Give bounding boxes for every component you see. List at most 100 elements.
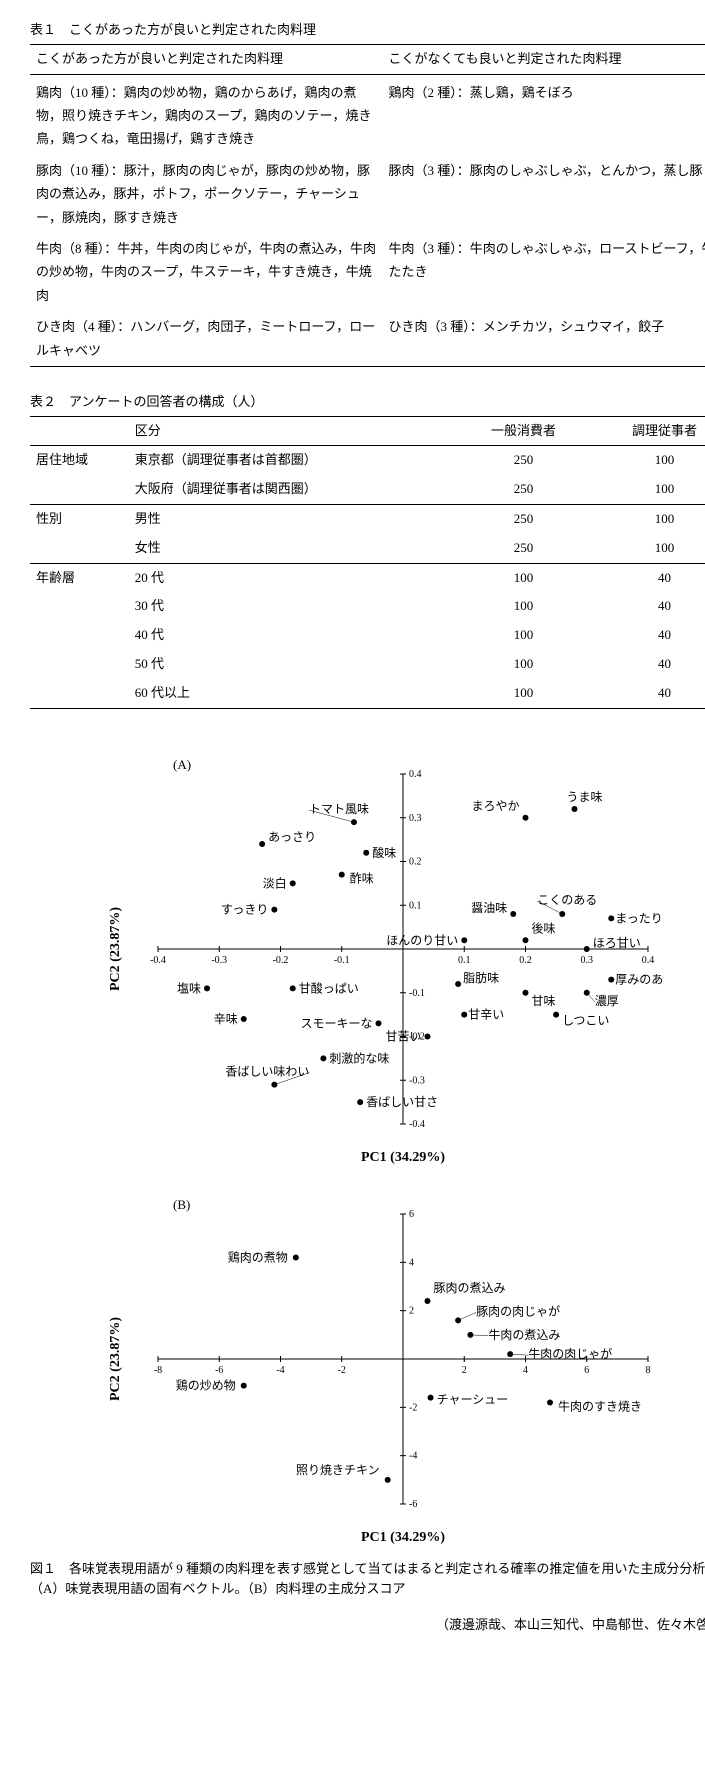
table2-c1: 100 bbox=[453, 621, 594, 650]
table1-header-left: こくがあった方が良いと判定された肉料理 bbox=[30, 44, 383, 74]
table2-section bbox=[30, 534, 129, 563]
table2-c2: 40 bbox=[594, 621, 705, 650]
table2-c1: 100 bbox=[453, 563, 594, 592]
svg-text:こくのある: こくのある bbox=[537, 893, 597, 907]
svg-text:照り焼きチキン: 照り焼きチキン bbox=[296, 1462, 380, 1476]
table2-c1: 250 bbox=[453, 505, 594, 534]
svg-text:ほんのり甘い: ほんのり甘い bbox=[386, 933, 458, 947]
svg-text:鶏肉の煮物: 鶏肉の煮物 bbox=[227, 1250, 287, 1264]
table1: こくがあった方が良いと判定された肉料理 こくがなくても良いと判定された肉料理 鶏… bbox=[30, 44, 705, 367]
svg-text:トマト風味: トマト風味 bbox=[309, 802, 369, 816]
svg-text:ほろ甘い: ほろ甘い bbox=[592, 936, 640, 950]
authors-line: （渡邊源哉、本山三知代、中島郁世、佐々木啓介） bbox=[30, 1615, 705, 1636]
table2-sub: 40 代 bbox=[129, 621, 453, 650]
svg-text:辛味: 辛味 bbox=[213, 1012, 237, 1026]
svg-text:(B): (B) bbox=[173, 1197, 190, 1212]
table2-section bbox=[30, 475, 129, 504]
svg-text:-6: -6 bbox=[215, 1365, 223, 1376]
svg-text:まったり: まったり bbox=[615, 911, 663, 925]
svg-text:塩味: 塩味 bbox=[176, 980, 200, 995]
table1-right-cell: 豚肉（3 種）：豚肉のしゃぶしゃぶ，とんかつ，蒸し豚 bbox=[383, 155, 705, 233]
table2-sub: 30 代 bbox=[129, 592, 453, 621]
svg-text:後味: 後味 bbox=[531, 921, 555, 935]
svg-text:香ばしい甘さ: 香ばしい甘さ bbox=[366, 1095, 438, 1109]
svg-text:6: 6 bbox=[584, 1365, 589, 1376]
svg-text:0.4: 0.4 bbox=[641, 955, 654, 966]
svg-text:甘酸っぱい: 甘酸っぱい bbox=[298, 980, 358, 995]
scatter-chart-a: -0.4-0.3-0.2-0.10.10.20.30.4-0.4-0.3-0.2… bbox=[103, 749, 663, 1169]
svg-text:0.3: 0.3 bbox=[409, 812, 422, 823]
table2-section bbox=[30, 650, 129, 679]
svg-text:-0.4: -0.4 bbox=[409, 1119, 425, 1130]
svg-text:牛肉の煮込み: 牛肉の煮込み bbox=[488, 1326, 560, 1341]
svg-text:甘苦い: 甘苦い bbox=[385, 1029, 421, 1043]
svg-text:スモーキーな: スモーキーな bbox=[300, 1016, 372, 1030]
svg-text:(A): (A) bbox=[173, 757, 191, 772]
svg-text:醤油味: 醤油味 bbox=[471, 900, 507, 915]
table2-sub: 男性 bbox=[129, 505, 453, 534]
svg-text:チャーシュー: チャーシュー bbox=[436, 1392, 508, 1406]
table2-section bbox=[30, 592, 129, 621]
svg-text:酸味: 酸味 bbox=[372, 844, 396, 859]
svg-text:しつこい: しつこい bbox=[562, 1013, 609, 1027]
svg-text:PC2 (23.87%): PC2 (23.87%) bbox=[108, 1316, 123, 1400]
table2: 区分 一般消費者 調理従事者 居住地域東京都（調理従事者は首都圏）250100大… bbox=[30, 416, 705, 709]
svg-text:2: 2 bbox=[409, 1305, 414, 1316]
svg-text:-4: -4 bbox=[276, 1365, 284, 1376]
svg-text:すっきり: すっきり bbox=[220, 902, 268, 916]
table2-c2: 40 bbox=[594, 563, 705, 592]
svg-text:4: 4 bbox=[409, 1257, 414, 1268]
table2-c2: 100 bbox=[594, 446, 705, 475]
svg-text:あっさり: あっさり bbox=[268, 830, 316, 844]
svg-text:-8: -8 bbox=[153, 1365, 161, 1376]
svg-text:0.2: 0.2 bbox=[409, 856, 422, 867]
svg-text:-6: -6 bbox=[409, 1499, 417, 1510]
table2-h2: 一般消費者 bbox=[453, 416, 594, 446]
table2-sub: 大阪府（調理従事者は関西圏） bbox=[129, 475, 453, 504]
table2-c1: 250 bbox=[453, 446, 594, 475]
svg-text:0.2: 0.2 bbox=[519, 955, 532, 966]
svg-text:PC1 (34.29%): PC1 (34.29%) bbox=[361, 1530, 445, 1545]
svg-text:牛肉の肉じゃが: 牛肉の肉じゃが bbox=[528, 1346, 612, 1361]
svg-text:豚肉の肉じゃが: 豚肉の肉じゃが bbox=[476, 1303, 560, 1318]
table2-section: 年齢層 bbox=[30, 563, 129, 592]
svg-text:-2: -2 bbox=[337, 1365, 345, 1376]
svg-text:-0.1: -0.1 bbox=[409, 987, 425, 998]
table2-section: 性別 bbox=[30, 505, 129, 534]
svg-text:-0.1: -0.1 bbox=[333, 955, 349, 966]
svg-text:-4: -4 bbox=[409, 1450, 417, 1461]
table2-h0 bbox=[30, 416, 129, 446]
svg-text:脂肪味: 脂肪味 bbox=[463, 970, 499, 985]
scatter-chart-b: -8-6-4-22468-6-4-2246(B)PC1 (34.29%)PC2 … bbox=[103, 1189, 663, 1549]
table2-section bbox=[30, 621, 129, 650]
table2-c2: 100 bbox=[594, 505, 705, 534]
svg-text:0.3: 0.3 bbox=[580, 955, 593, 966]
table2-sub: 女性 bbox=[129, 534, 453, 563]
svg-text:-0.3: -0.3 bbox=[409, 1075, 425, 1086]
svg-text:PC1 (34.29%): PC1 (34.29%) bbox=[361, 1150, 445, 1165]
svg-text:-0.4: -0.4 bbox=[150, 955, 166, 966]
table2-c2: 100 bbox=[594, 534, 705, 563]
table1-caption: 表１ こくがあった方が良いと判定された肉料理 bbox=[30, 20, 705, 41]
table2-c2: 40 bbox=[594, 592, 705, 621]
svg-text:甘味: 甘味 bbox=[531, 993, 555, 1007]
svg-text:8: 8 bbox=[645, 1365, 650, 1376]
svg-text:淡白: 淡白 bbox=[262, 875, 286, 890]
svg-text:-0.3: -0.3 bbox=[211, 955, 227, 966]
svg-text:うま味: うま味 bbox=[566, 790, 602, 804]
svg-text:香ばしい味わい: 香ばしい味わい bbox=[225, 1064, 309, 1078]
table2-c1: 100 bbox=[453, 650, 594, 679]
table2-c2: 100 bbox=[594, 475, 705, 504]
table2-sub: 60 代以上 bbox=[129, 679, 453, 708]
table2-section: 居住地域 bbox=[30, 446, 129, 475]
table2-sub: 東京都（調理従事者は首都圏） bbox=[129, 446, 453, 475]
svg-text:-2: -2 bbox=[409, 1402, 417, 1413]
svg-text:甘辛い: 甘辛い bbox=[468, 1007, 504, 1021]
table2-sub: 20 代 bbox=[129, 563, 453, 592]
svg-text:0.4: 0.4 bbox=[409, 769, 422, 780]
table1-left-cell: 豚肉（10 種）：豚汁，豚肉の肉じゃが，豚肉の炒め物，豚肉の煮込み，豚丼，ポトフ… bbox=[30, 155, 383, 233]
svg-text:濃厚: 濃厚 bbox=[594, 993, 618, 1007]
table1-header-right: こくがなくても良いと判定された肉料理 bbox=[383, 44, 705, 74]
table2-caption: 表２ アンケートの回答者の構成（人） bbox=[30, 392, 705, 413]
table2-c1: 250 bbox=[453, 534, 594, 563]
